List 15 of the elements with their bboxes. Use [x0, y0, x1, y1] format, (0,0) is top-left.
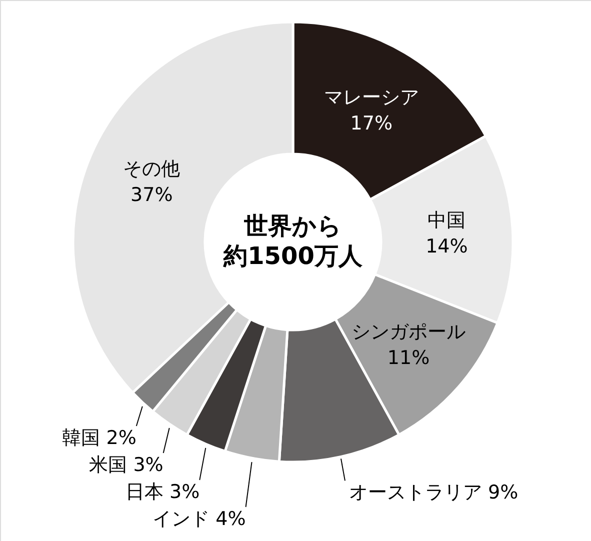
slice-label: 日本 3% — [125, 481, 200, 503]
text: 約1500万人 — [222, 242, 364, 270]
slice-label: インド 4% — [152, 508, 246, 530]
data-label: 37% — [130, 184, 173, 206]
data-label: 14% — [426, 235, 468, 258]
slice-label: シンガポール — [352, 320, 466, 343]
slice-label: 中国 — [428, 209, 466, 232]
text: 世界から — [243, 212, 342, 240]
slice-label: マレーシア — [324, 86, 419, 108]
data-label: 11% — [387, 346, 430, 369]
slice-label: 韓国 2% — [62, 427, 136, 449]
slice-label: 米国 3% — [89, 454, 164, 476]
data-label: 17% — [350, 112, 393, 134]
slice-label: オーストラリア 9% — [348, 482, 518, 504]
slice-label: その他 — [123, 158, 180, 180]
